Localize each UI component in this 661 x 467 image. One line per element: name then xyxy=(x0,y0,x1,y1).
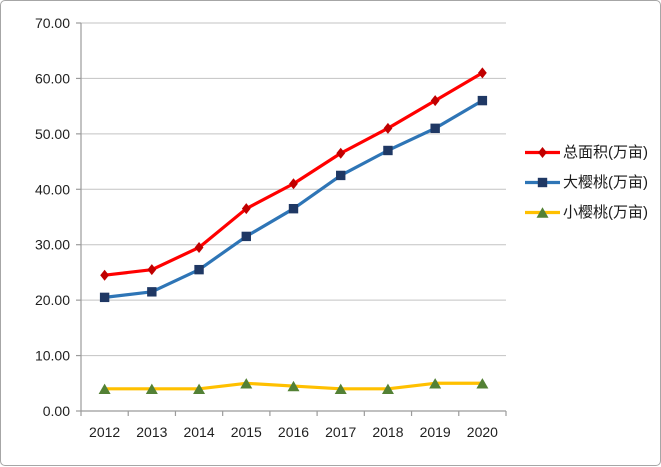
x-axis-tick-label: 2013 xyxy=(136,424,167,440)
chart-legend: 总面积(万亩) 大樱桃(万亩) 小樱桃(万亩) xyxy=(525,145,648,220)
legend-label-small-cherry: 小樱桃(万亩) xyxy=(563,204,648,221)
y-axis-tick-label: 50.00 xyxy=(35,126,70,142)
square-marker-icon xyxy=(241,231,251,242)
triangle-marker-icon xyxy=(98,383,111,395)
y-axis-tick-label: 40.00 xyxy=(35,181,70,197)
square-marker-icon xyxy=(194,264,204,275)
x-axis-tick-label: 2017 xyxy=(325,424,356,440)
diamond-marker-icon xyxy=(100,269,110,281)
square-marker-icon xyxy=(336,170,346,181)
x-axis-tick-label: 2016 xyxy=(278,424,309,440)
legend-item-small-cherry: 小樱桃(万亩) xyxy=(525,205,648,220)
x-axis-tick-label: 2015 xyxy=(231,424,262,440)
triangle-marker-icon xyxy=(334,383,347,395)
diamond-marker-icon xyxy=(383,122,393,134)
x-axis-tick-label: 2018 xyxy=(372,424,403,440)
triangle-marker-icon xyxy=(193,383,206,395)
diamond-marker-icon xyxy=(430,95,440,107)
square-marker-icon xyxy=(537,177,548,188)
diamond-marker-icon xyxy=(241,203,251,215)
triangle-marker-icon xyxy=(240,378,253,389)
legend-marker-big-cherry-icon xyxy=(525,177,560,188)
y-axis-tick-label: 30.00 xyxy=(35,237,70,253)
legend-item-big-cherry: 大樱桃(万亩) xyxy=(525,175,648,190)
diamond-marker-icon xyxy=(194,241,204,253)
square-marker-icon xyxy=(288,203,299,214)
y-axis-tick-label: 0.00 xyxy=(43,403,70,419)
diamond-marker-icon xyxy=(336,147,346,159)
legend-marker-small-cherry-icon xyxy=(525,207,560,218)
square-marker-icon xyxy=(477,95,488,106)
legend-label-big-cherry: 大樱桃(万亩) xyxy=(563,174,648,191)
y-axis-tick-label: 60.00 xyxy=(35,70,70,86)
legend-label-total-area: 总面积(万亩) xyxy=(563,144,648,161)
square-marker-icon xyxy=(147,287,157,297)
square-marker-icon xyxy=(99,292,110,303)
x-axis-tick-label: 2020 xyxy=(467,424,498,440)
triangle-marker-icon xyxy=(287,380,300,392)
triangle-marker-icon xyxy=(429,378,442,389)
x-axis-tick-label: 2019 xyxy=(420,424,451,440)
triangle-marker-icon xyxy=(476,378,489,389)
x-axis-tick-label: 2014 xyxy=(183,424,214,440)
y-axis-tick-label: 70.00 xyxy=(35,15,70,31)
diamond-marker-icon xyxy=(147,264,157,276)
diamond-marker-icon xyxy=(477,67,487,79)
legend-item-total-area: 总面积(万亩) xyxy=(525,145,648,160)
triangle-marker-icon xyxy=(536,207,549,218)
triangle-marker-icon xyxy=(145,383,158,395)
triangle-marker-icon xyxy=(381,383,394,395)
square-marker-icon xyxy=(430,123,440,134)
x-axis-tick-label: 2012 xyxy=(89,424,120,440)
legend-marker-total-area-icon xyxy=(525,147,560,158)
y-axis-tick-label: 20.00 xyxy=(35,292,70,308)
diamond-marker-icon xyxy=(289,178,298,190)
series-line-1 xyxy=(103,98,484,299)
diamond-marker-icon xyxy=(538,147,547,158)
square-marker-icon xyxy=(383,145,393,156)
y-axis-tick-label: 10.00 xyxy=(35,348,70,364)
